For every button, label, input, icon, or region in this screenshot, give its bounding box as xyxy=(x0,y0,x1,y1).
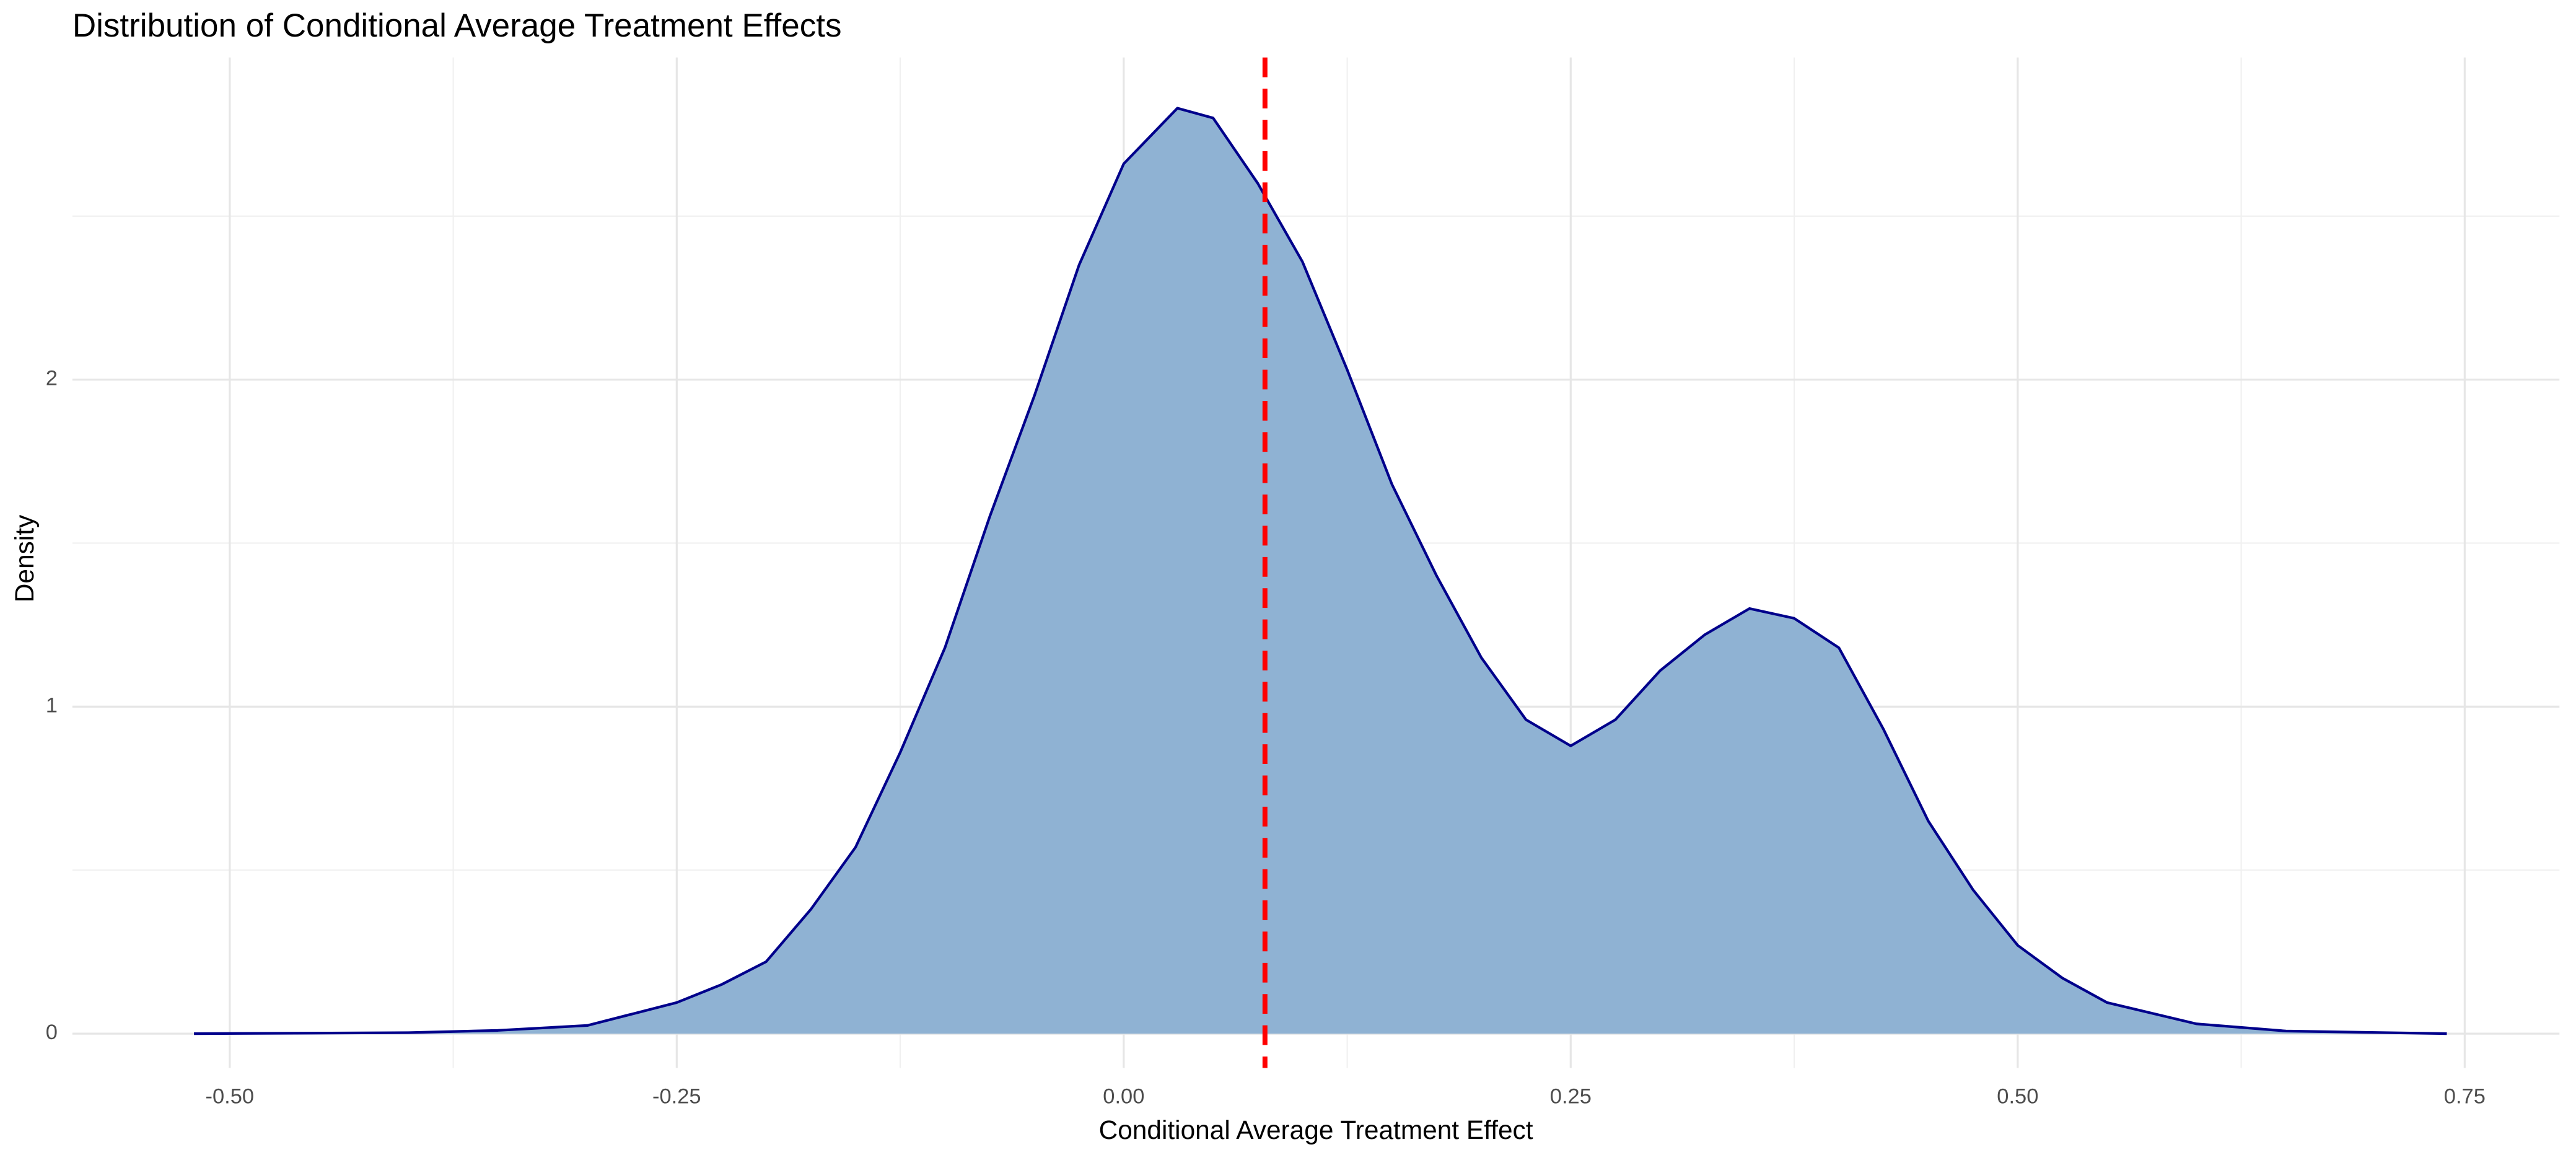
density-area xyxy=(194,108,2447,1034)
y-axis-title: Density xyxy=(10,514,39,602)
x-tick-label: 0.00 xyxy=(1103,1084,1144,1108)
x-tick-label: 0.25 xyxy=(1550,1084,1592,1108)
x-tick-label: 0.75 xyxy=(2444,1084,2486,1108)
y-tick-label: 0 xyxy=(46,1021,58,1044)
x-tick-label: -0.25 xyxy=(652,1084,701,1108)
density-line xyxy=(194,107,2447,1035)
x-tick-label: 0.50 xyxy=(1997,1084,2038,1108)
x-tick-label: -0.50 xyxy=(206,1084,255,1108)
x-axis-title: Conditional Average Treatment Effect xyxy=(1099,1115,1533,1145)
chart-title: Distribution of Conditional Average Trea… xyxy=(72,7,842,44)
marks xyxy=(194,57,2447,1068)
y-tick-label: 2 xyxy=(46,367,58,390)
y-tick-label: 1 xyxy=(46,693,58,717)
